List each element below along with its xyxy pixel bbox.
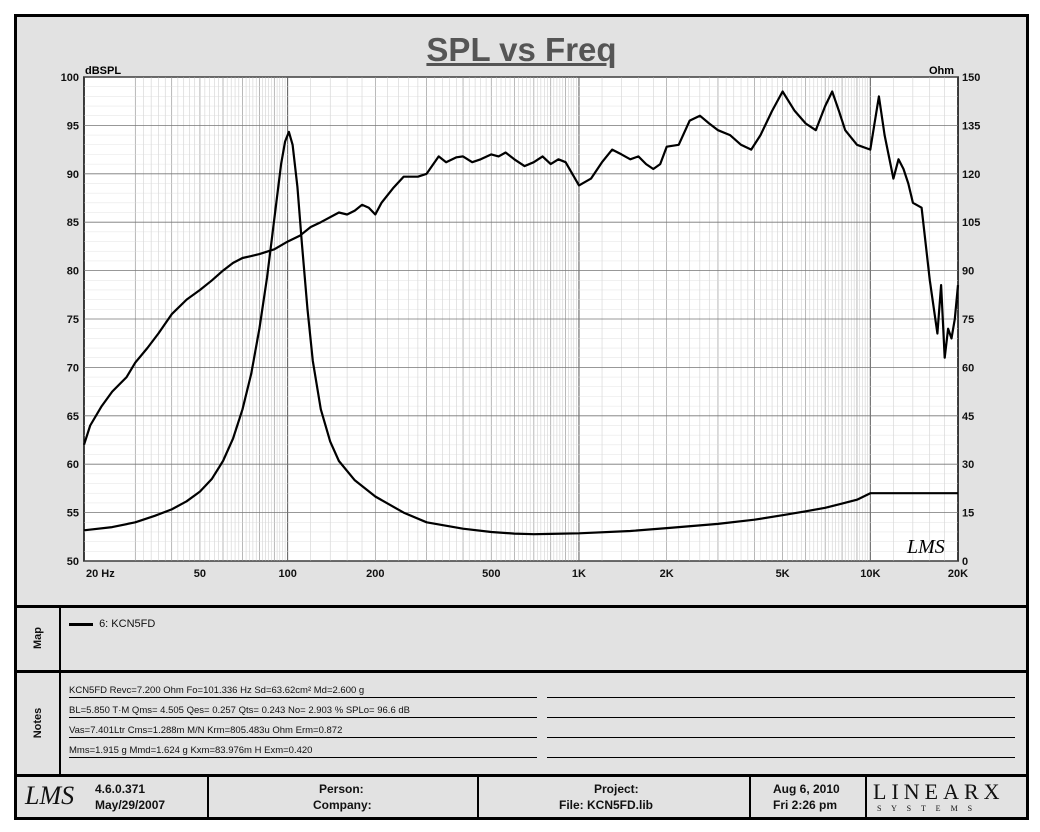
chart-area: SPL vs Freq 100 95 90 85 80 75 70 65 60 55 50 150 13…	[17, 17, 1026, 605]
notes-label: Notes	[32, 707, 44, 739]
y-right-tick-label: 120	[962, 169, 980, 181]
brand-logo: LINEARX	[873, 779, 1005, 804]
note-underline	[69, 737, 537, 738]
x-tick-label: 10K	[860, 568, 880, 580]
report-date: Aug 6, 2010	[773, 782, 840, 796]
y-right-tick-label: 105	[962, 217, 980, 229]
y-left-tick-label: 95	[67, 120, 79, 132]
y-left-tick-label: 75	[67, 314, 79, 326]
person-label: Person:	[319, 782, 364, 796]
footer-date-cell: Aug 6, 2010 Fri 2:26 pm	[751, 777, 867, 817]
x-tick-label: 200	[366, 568, 384, 580]
y-left-tick-label: 55	[67, 508, 79, 520]
footer-logo: LMS	[25, 781, 75, 810]
notes-side: Notes	[17, 673, 61, 774]
chart-svg: 1009590858075706560555015013512010590756…	[61, 65, 981, 580]
project-label: Project:	[594, 782, 639, 796]
chart-logo: LMS	[906, 536, 945, 558]
spl-curve	[82, 90, 960, 446]
y-right-tick-label: 135	[962, 120, 980, 132]
note-line-text: KCN5FD Revc=7.200 Ohm Fo=101.336 Hz Sd=6…	[69, 685, 365, 696]
version-date: May/29/2007	[95, 798, 166, 812]
note-underline	[69, 717, 537, 718]
note-underline-right	[547, 697, 1015, 698]
legend-text: 6: KCN5FD	[99, 618, 156, 630]
map-side: Map	[17, 608, 61, 670]
y-left-tick-label: 85	[67, 217, 79, 229]
footer: LMS 4.6.0.371 May/29/2007 Person: Compan…	[17, 774, 1026, 820]
y-right-tick-label: 90	[962, 266, 974, 278]
impedance-curve	[83, 130, 958, 536]
report-frame: SPL vs Freq 100 95 90 85 80 75 70 65 60 55 50 150 13…	[14, 14, 1029, 820]
footer-brand-cell: LINEARX S Y S T E M S	[867, 777, 1026, 817]
y-right-tick-label: 150	[962, 72, 980, 84]
y-axis-label-right: Ohm	[929, 65, 954, 77]
chart-title: SPL vs Freq	[426, 31, 617, 68]
brand-subtitle: S Y S T E M S	[877, 804, 977, 813]
y-right-tick-label: 0	[962, 556, 968, 568]
x-tick-label: 100	[278, 568, 296, 580]
y-left-tick-label: 50	[67, 556, 79, 568]
file-label: File: KCN5FD.lib	[559, 798, 654, 812]
x-tick-label: 1K	[572, 568, 586, 580]
note-underline-right	[547, 757, 1015, 758]
note-underline	[69, 757, 537, 758]
company-label: Company:	[313, 798, 372, 812]
y-right-tick-label: 60	[962, 362, 974, 374]
note-line-text: BL=5.850 T·M Qms= 4.505 Qes= 0.257 Qts= …	[69, 705, 410, 716]
note-line-text: Mms=1.915 g Mmd=1.624 g Kxm=83.976m H Ex…	[69, 745, 313, 756]
legend-swatch	[69, 622, 93, 626]
y-left-tick-label: 70	[67, 362, 79, 374]
y-left-tick-label: 100	[61, 72, 79, 84]
version: 4.6.0.371	[95, 782, 146, 796]
map-label: Map	[32, 627, 44, 649]
note-line-text: Vas=7.401Ltr Cms=1.288m M/N Krm=805.483u…	[69, 725, 343, 736]
legend-entry: 6: KCN5FD	[69, 618, 155, 630]
footer-logo-cell: LMS 4.6.0.371 May/29/2007	[17, 777, 209, 817]
y-axis-label-left: dBSPL	[85, 65, 121, 77]
x-tick-label: 2K	[660, 568, 674, 580]
note-underline	[69, 697, 537, 698]
map-section: Map 6: KCN5FD	[17, 605, 1026, 670]
footer-person-cell: Person: Company:	[209, 777, 479, 817]
y-left-tick-label: 80	[67, 266, 79, 278]
x-tick-label: 20K	[948, 568, 968, 580]
y-right-tick-label: 15	[962, 508, 974, 520]
notes-section: Notes KCN5FD Revc=7.200 Ohm Fo=101.336 H…	[17, 670, 1026, 774]
x-tick-label: 50	[194, 568, 206, 580]
note-underline-right	[547, 737, 1015, 738]
y-right-tick-label: 30	[962, 459, 974, 471]
y-left-tick-label: 60	[67, 459, 79, 471]
x-tick-label: 20 Hz	[86, 568, 115, 580]
y-right-tick-label: 45	[962, 411, 974, 423]
report-time: Fri 2:26 pm	[773, 798, 838, 812]
x-tick-label: 500	[482, 568, 500, 580]
y-right-tick-label: 75	[962, 314, 974, 326]
y-left-tick-label: 90	[67, 169, 79, 181]
x-tick-label: 5K	[776, 568, 790, 580]
y-left-tick-label: 65	[67, 411, 79, 423]
note-underline-right	[547, 717, 1015, 718]
footer-project-cell: Project: File: KCN5FD.lib	[479, 777, 751, 817]
